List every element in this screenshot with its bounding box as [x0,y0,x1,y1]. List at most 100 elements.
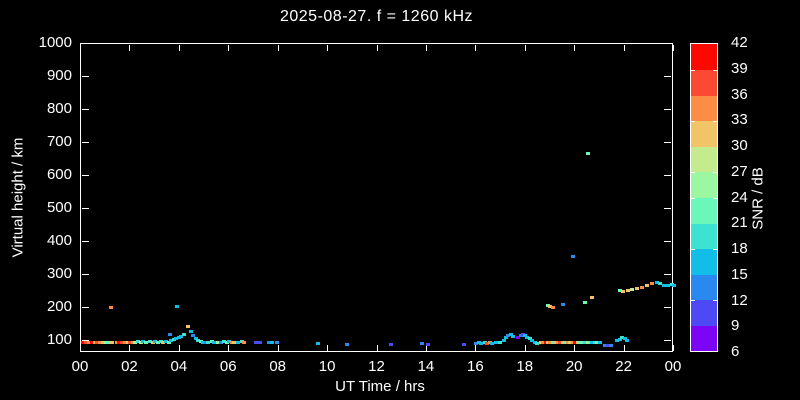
data-point [83,340,88,344]
data-point [605,344,610,348]
data-point [196,339,201,343]
colorbar-segment [691,325,717,352]
data-point [662,284,667,288]
data-point [419,342,424,346]
colorbar-tick-mark [691,223,695,225]
y-tick-label: 400 [46,232,72,250]
colorbar-tick-mark [691,274,695,276]
data-point [516,336,521,340]
data-point [103,341,108,345]
x-tick-mark [80,345,81,351]
colorbar-tick-label: 39 [731,59,748,77]
data-point [87,341,92,345]
colorbar-segment [691,223,717,250]
x-tick-label: 18 [516,358,534,375]
colorbar-tick-label: 36 [731,85,748,103]
colorbar-tick-mark [691,146,695,148]
data-point [525,335,530,339]
colorbar-segment [691,299,717,326]
data-point [583,300,588,304]
y-tick-mark-right [664,208,671,210]
data-point [543,341,548,345]
x-tick-label: 14 [417,358,435,375]
data-point [141,340,146,344]
data-point [224,340,229,344]
x-axis-title: UT Time / hrs [335,378,425,395]
colorbar-segment [691,95,717,122]
data-point [426,343,431,347]
colorbar-tick-label: 18 [731,240,748,257]
x-tick-mark [475,345,477,351]
data-point [161,340,166,344]
y-tick-mark [82,175,89,177]
data-point [101,340,106,344]
data-point [179,335,184,339]
data-point [511,334,516,338]
data-point [501,339,506,343]
data-point [585,341,590,345]
data-point [523,334,527,338]
y-tick-mark-right [664,307,671,309]
data-point [201,340,206,344]
data-point [560,341,565,345]
data-point [191,334,196,338]
data-point [649,282,654,286]
data-point [212,340,217,344]
data-point [568,341,573,345]
colorbar-tick-mark [713,69,717,71]
data-point [98,341,103,345]
x-tick-label: 22 [615,358,632,375]
colorbar-tick-mark [713,223,717,225]
y-tick-mark [82,208,89,210]
y-tick-label: 500 [46,199,72,217]
x-tick-mark-top [80,45,81,51]
colorbar-tick-mark [691,299,695,301]
x-tick-mark [327,345,329,351]
data-point [174,337,179,341]
y-tick-mark [82,76,89,78]
y-tick-mark-right [664,241,671,243]
y-tick-mark [82,274,89,276]
colorbar-tick-label: 9 [731,317,740,335]
colorbar-tick-label: 15 [731,265,748,283]
colorbar-tick-label: 6 [731,343,740,360]
x-tick-mark-top [524,45,526,51]
colorbar-tick-mark [713,325,717,327]
data-point [597,341,602,345]
data-point [95,340,100,344]
data-point [578,341,583,345]
data-point [520,332,525,336]
data-point [258,341,263,345]
data-point [158,340,163,344]
data-point [560,303,565,307]
data-point [482,341,487,345]
data-point [487,341,492,345]
data-point [203,341,208,345]
data-point [122,341,127,345]
data-point [216,341,221,345]
data-point [209,340,214,344]
data-point [622,337,627,341]
y-tick-mark [82,241,89,243]
data-point [545,341,550,345]
x-tick-label: 04 [170,358,188,375]
data-point [508,333,513,337]
data-point [254,341,259,345]
data-point [114,341,119,345]
data-point [497,341,502,345]
y-tick-label: 100 [46,331,72,349]
x-tick-mark [623,345,625,351]
data-point [629,288,634,292]
data-point [506,334,511,338]
data-point [169,339,174,343]
x-tick-mark-top [574,45,576,51]
data-point [541,341,546,345]
data-point [130,341,135,345]
colorbar [690,43,718,352]
colorbar-tick-label: 42 [731,34,748,51]
colorbar-tick-label: 21 [731,214,748,232]
data-point [227,340,232,344]
data-point [218,340,223,344]
y-tick-label: 700 [46,133,72,151]
x-tick-mark-top [277,45,279,51]
